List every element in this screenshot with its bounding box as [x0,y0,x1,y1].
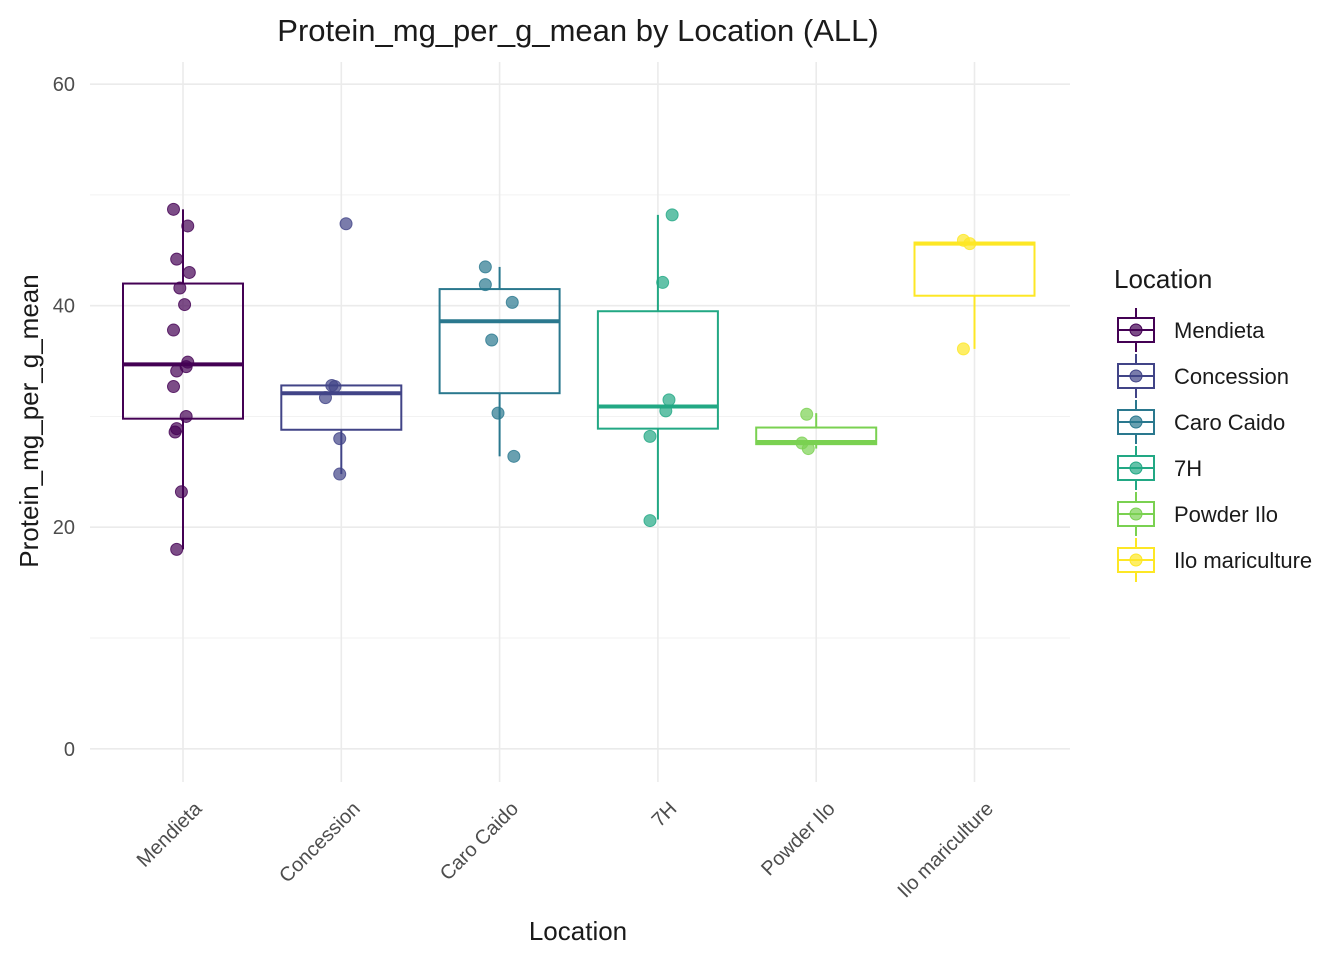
legend: Mendieta Concession Caro Caido 7H Powder Ilo… [1117,308,1312,582]
data-point [179,409,193,423]
data-point [662,393,676,407]
data-point [339,217,353,231]
legend-item: Caro Caido [1117,400,1285,444]
data-point [328,380,342,394]
data-point [956,342,970,356]
y-axis-title: Protein_mg_per_g_mean [14,274,44,567]
data-points [167,202,977,556]
data-point [491,406,505,420]
legend-key-point [1129,369,1143,383]
x-tick-label: Mendieta [133,797,207,871]
x-tick-label: Powder Ilo [757,798,839,880]
y-axis-ticks: 0 20 40 60 [53,74,75,761]
x-tick-label: Concession [275,798,364,887]
data-point [173,281,187,295]
y-tick-label: 20 [53,517,75,539]
legend-key-point [1129,323,1143,337]
data-point [643,429,657,443]
data-point [167,323,181,337]
legend-item: Concession [1117,354,1289,398]
legend-label: Concession [1174,364,1289,389]
legend-key-point [1129,553,1143,567]
legend-label: Caro Caido [1174,410,1285,435]
box-iqr [755,426,878,446]
y-tick-label: 40 [53,296,75,318]
data-point [170,542,184,556]
x-axis-title: Location [529,916,627,946]
y-tick-label: 60 [53,74,75,96]
legend-key-point [1129,461,1143,475]
data-point [801,442,815,456]
legend-item: Mendieta [1117,308,1265,352]
x-tick-label: 7H [648,798,682,832]
data-point [478,260,492,274]
legend-label: Mendieta [1174,318,1265,343]
legend-item: Ilo mariculture [1117,538,1312,582]
box-iqr [438,288,561,395]
x-tick-label: Ilo mariculture [894,798,998,902]
box-caro-caido [438,266,561,457]
data-point [507,449,521,463]
data-point [174,485,188,499]
chart-title: Protein_mg_per_g_mean by Location (ALL) [277,13,878,48]
x-axis-ticks: Mendieta Concession Caro Caido 7H Powder Ilo… [133,797,998,902]
data-point [963,237,977,251]
data-point [167,380,181,394]
legend-item: 7H [1117,446,1202,490]
box-7h [596,214,719,520]
legend-label: Powder Ilo [1174,502,1278,527]
data-point [656,275,670,289]
legend-title: Location [1114,264,1212,294]
x-tick-label: Caro Caido [436,798,523,885]
data-point [182,265,196,279]
grid [90,62,1070,782]
data-point [178,298,192,312]
data-point [333,432,347,446]
box-powder-ilo [755,413,878,449]
y-tick-label: 0 [64,739,75,761]
legend-key-point [1129,507,1143,521]
data-point [181,219,195,233]
data-point [643,514,657,528]
legend-item: Powder Ilo [1117,492,1278,536]
data-point [170,364,184,378]
data-point [170,252,184,266]
data-point [478,278,492,292]
legend-label: 7H [1174,456,1202,481]
legend-label: Ilo mariculture [1174,548,1312,573]
data-point [505,295,519,309]
data-point [485,333,499,347]
data-point [318,391,332,405]
data-point [168,425,182,439]
data-point [659,404,673,418]
data-point [800,407,814,421]
legend-key-point [1129,415,1143,429]
data-point [665,208,679,222]
data-point [167,202,181,216]
data-point [333,467,347,481]
boxes [122,209,1036,550]
box-iqr [596,310,719,430]
